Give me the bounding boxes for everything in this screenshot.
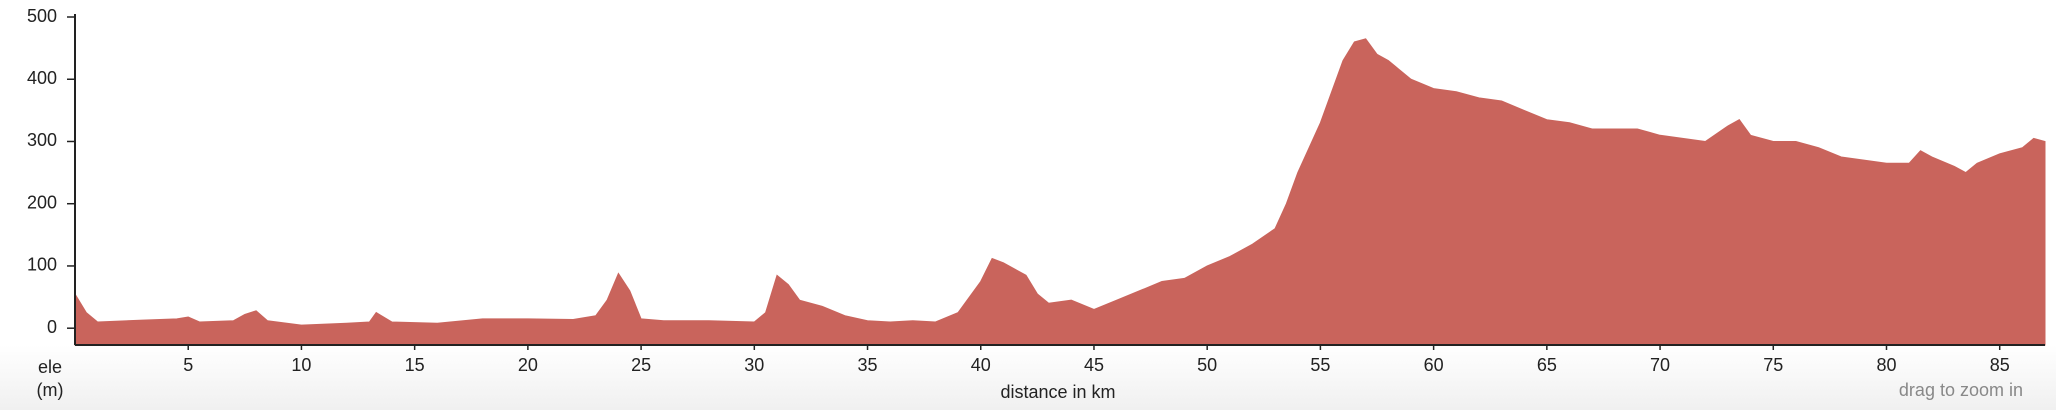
y-tick-label: 500 (27, 6, 57, 26)
x-tick-label: 85 (1990, 355, 2010, 375)
x-tick-label: 80 (1876, 355, 1896, 375)
x-tick-label: 25 (631, 355, 651, 375)
y-tick-label: 300 (27, 130, 57, 150)
x-tick-label: 20 (518, 355, 538, 375)
x-tick-label: 15 (405, 355, 425, 375)
x-tick-label: 55 (1310, 355, 1330, 375)
x-tick-label: 5 (183, 355, 193, 375)
x-tick-label: 65 (1537, 355, 1557, 375)
elevation-area (74, 38, 2046, 346)
x-tick-label: 30 (744, 355, 764, 375)
y-axis-label: ele (38, 357, 62, 377)
zoom-hint: drag to zoom in (1899, 380, 2023, 400)
x-tick-label: 35 (858, 355, 878, 375)
x-tick-label: 70 (1650, 355, 1670, 375)
x-tick-label: 40 (971, 355, 991, 375)
footer-band (0, 345, 2056, 410)
y-tick-label: 400 (27, 68, 57, 88)
y-tick-label: 0 (47, 317, 57, 337)
x-tick-label: 45 (1084, 355, 1104, 375)
y-tick-label: 200 (27, 192, 57, 212)
y-tick-label: 100 (27, 255, 57, 275)
x-tick-label: 50 (1197, 355, 1217, 375)
x-tick-label: 75 (1763, 355, 1783, 375)
y-axis-label: (m) (37, 380, 64, 400)
x-tick-label: 10 (291, 355, 311, 375)
x-axis-label: distance in km (1000, 382, 1115, 402)
x-tick-label: 60 (1424, 355, 1444, 375)
